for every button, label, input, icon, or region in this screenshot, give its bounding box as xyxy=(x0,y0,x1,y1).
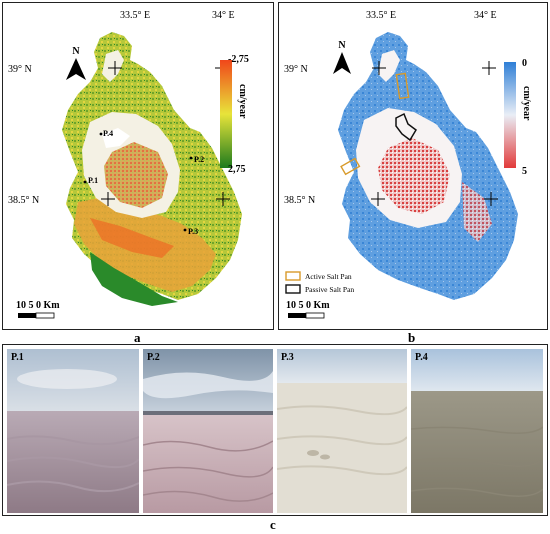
lat-label-top-b: 39° N xyxy=(284,64,308,75)
lat-label-top: 39° N xyxy=(8,64,32,75)
photo-p1-label: P.1 xyxy=(11,352,24,363)
salt-pan-key: Active Salt Pan Passive Salt Pan xyxy=(285,271,354,294)
point-label-p2: P.2 xyxy=(194,155,204,164)
map-panel-a: N 33.5° E 34° E 39° N 38.5° N P.4 P.2 P.… xyxy=(2,2,274,330)
map-panel-b: N 33.5° E 34° E 39° N 38.5° N 0 5 cm/yea… xyxy=(278,2,548,330)
photo-p2-image xyxy=(143,349,273,513)
scale-a-label: 10 5 0 Km xyxy=(16,300,60,311)
map-a-svg: N 33.5° E 34° E 39° N 38.5° N P.4 P.2 P.… xyxy=(2,2,274,330)
photo-p3-image xyxy=(277,349,407,513)
passive-key-label: Passive Salt Pan xyxy=(305,285,354,294)
legend-b: 0 5 cm/year xyxy=(504,58,532,177)
point-label-p4: P.4 xyxy=(103,129,113,138)
active-key-swatch xyxy=(285,271,301,281)
scale-b-label: 10 5 0 Km xyxy=(286,300,330,311)
passive-key-swatch xyxy=(285,284,301,294)
legend-a-bottom: 2,75 xyxy=(228,164,246,175)
photo-p1-image xyxy=(7,349,139,513)
passive-salt-pan xyxy=(395,112,417,142)
lat-label-bottom-b: 38.5° N xyxy=(284,195,315,206)
scale-bar-a: 10 5 0 Km xyxy=(16,300,60,319)
legend-a: -2,75 2,75 cm/year xyxy=(220,54,249,175)
photo-p2-label: P.2 xyxy=(147,352,160,363)
lon-label-right-b: 34° E xyxy=(474,10,497,21)
legend-a-unit: cm/year xyxy=(237,84,248,119)
point-label-p3: P.3 xyxy=(188,227,198,236)
legend-a-colorbar xyxy=(220,60,232,168)
svg-text:N: N xyxy=(338,40,346,51)
legend-b-top: 0 xyxy=(522,58,527,69)
legend-a-top: -2,75 xyxy=(228,54,249,65)
panel-letter-c: c xyxy=(270,517,276,532)
lon-label-right: 34° E xyxy=(212,10,235,21)
photo-p3: P.3 xyxy=(277,349,407,513)
lat-label-bottom: 38.5° N xyxy=(8,195,39,206)
photo-p1: P.1 xyxy=(7,349,139,513)
north-arrow-b: N xyxy=(333,40,351,74)
central-deformation-core xyxy=(104,142,168,208)
graticule-b xyxy=(371,61,498,206)
north-arrow: N xyxy=(66,46,86,80)
legend-b-unit: cm/year xyxy=(521,86,532,121)
photo-strip: P.1 P.2 xyxy=(2,344,548,516)
point-label-p1: P.1 xyxy=(88,176,98,185)
svg-text:N: N xyxy=(72,46,80,57)
southern-green-area xyxy=(90,252,178,306)
photo-p4-image xyxy=(411,349,543,513)
lon-label-left-b: 33.5° E xyxy=(366,10,396,21)
north-lobe-interior xyxy=(102,50,124,82)
active-salt-pan-north xyxy=(395,72,410,100)
photo-p3-label: P.3 xyxy=(281,352,294,363)
active-salt-pan-west xyxy=(340,157,361,176)
lon-label-left: 33.5° E xyxy=(120,10,150,21)
central-red-zone xyxy=(378,138,450,214)
legend-b-bottom: 5 xyxy=(522,166,527,177)
active-key-label: Active Salt Pan xyxy=(305,272,352,281)
photo-p2: P.2 xyxy=(143,349,273,513)
legend-b-colorbar xyxy=(504,62,516,168)
scale-bar-b: 10 5 0 Km xyxy=(286,300,330,319)
map-b-svg: N 33.5° E 34° E 39° N 38.5° N 0 5 cm/yea… xyxy=(278,2,548,330)
high-rate-patch xyxy=(90,218,174,258)
white-patch-north xyxy=(102,128,130,148)
north-lobe-interior-b xyxy=(378,50,400,82)
photo-p4-label: P.4 xyxy=(415,352,428,363)
panel-letter-a: a xyxy=(134,330,141,345)
photo-p4: P.4 xyxy=(411,349,543,513)
panel-letter-b: b xyxy=(408,330,416,345)
east-red-zone xyxy=(462,182,492,242)
